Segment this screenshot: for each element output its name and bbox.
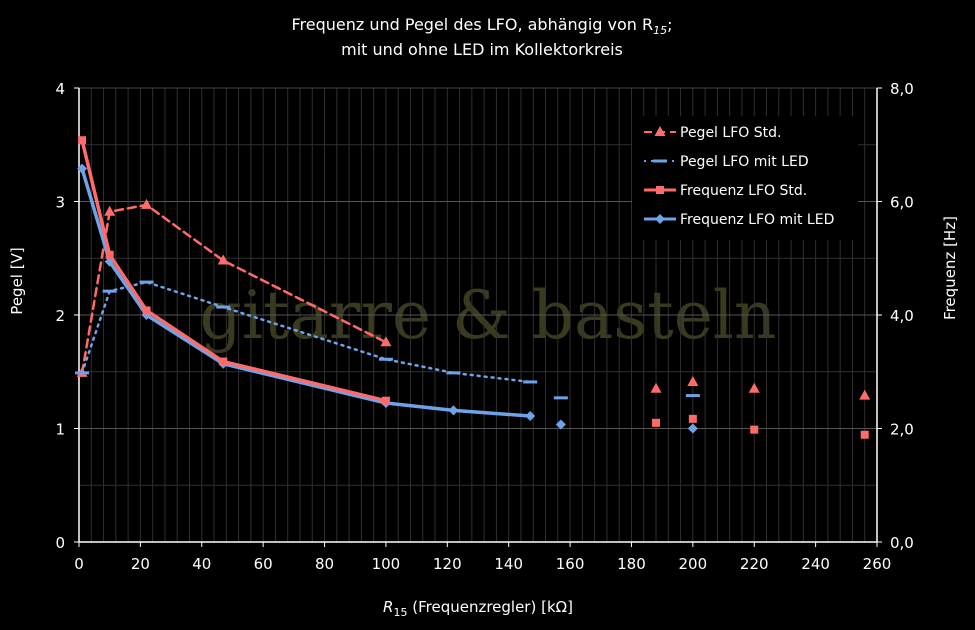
x-tick-label: 0	[74, 555, 84, 573]
x-tick-label: 260	[863, 555, 892, 573]
data-point	[523, 380, 538, 384]
x-tick-label: 200	[679, 555, 708, 573]
data-point	[378, 357, 393, 361]
y-axis-right-label: Frequenz [Hz]	[941, 216, 959, 320]
data-point	[141, 198, 153, 209]
data-point-extra	[688, 414, 697, 423]
chart-title-line1: Frequenz und Pegel des LFO, abhängig von…	[291, 15, 672, 37]
x-tick-label: 60	[254, 555, 273, 573]
data-point	[525, 411, 536, 422]
data-point-extra	[555, 419, 566, 430]
y-left-tick-label: 1	[55, 421, 65, 439]
x-tick-label: 220	[740, 555, 769, 573]
data-point-extra	[650, 382, 662, 393]
x-tick-label: 240	[801, 555, 830, 573]
data-point	[139, 280, 154, 284]
y-left-tick-label: 0	[55, 534, 65, 552]
legend: Pegel LFO Std. Pegel LFO mit LED Frequenz …	[632, 116, 858, 240]
legend-entry: Pegel LFO mit LED	[644, 154, 809, 170]
series-layer	[75, 136, 871, 439]
legend-marker	[653, 159, 667, 163]
legend-entry: Frequenz LFO mit LED	[644, 212, 834, 228]
y-right-tick-label: 8,0	[890, 80, 914, 98]
x-tick-label: 100	[372, 555, 401, 573]
data-point	[219, 357, 228, 366]
data-point	[102, 289, 117, 293]
chart-title-line2: mit und ohne LED im Kollektorkreis	[341, 40, 623, 59]
series-frequenz-lfo-std-	[78, 136, 869, 439]
data-point-extra	[687, 375, 699, 386]
data-point	[217, 254, 229, 265]
data-point-extra	[748, 382, 760, 393]
data-point	[380, 336, 392, 347]
axes: 0 20 40 60 80 100 120 140 160 180 200 220 240 260 0 1 2 3…	[55, 80, 913, 573]
y-right-tick-label: 4,0	[890, 307, 914, 325]
y-right-tick-label: 6,0	[890, 194, 914, 212]
series-pegel-lfo-mit-led	[75, 280, 700, 400]
y-right-tick-label: 2,0	[890, 421, 914, 439]
data-point-extra	[859, 389, 871, 400]
legend-label: Pegel LFO Std.	[680, 125, 781, 141]
y-left-tick-label: 2	[55, 307, 65, 325]
data-point-extra	[553, 396, 568, 400]
data-point	[77, 163, 88, 174]
x-tick-label: 40	[192, 555, 211, 573]
data-point	[448, 405, 459, 416]
data-point	[75, 371, 90, 375]
data-point-extra	[860, 430, 869, 439]
data-point	[105, 250, 114, 259]
legend-label: Frequenz LFO mit LED	[680, 212, 834, 228]
x-tick-label: 80	[315, 555, 334, 573]
x-tick-label: 20	[131, 555, 150, 573]
data-point	[381, 396, 390, 405]
data-point	[446, 371, 461, 375]
data-point	[142, 306, 151, 315]
data-point	[216, 305, 231, 309]
x-tick-label: 140	[494, 555, 523, 573]
legend-label: Pegel LFO mit LED	[680, 154, 809, 170]
chart-title-sub: 15	[653, 24, 667, 37]
y-left-tick-label: 4	[55, 80, 65, 98]
legend-marker	[655, 214, 665, 224]
data-point	[104, 205, 116, 216]
x-tick-label: 160	[556, 555, 585, 573]
y-right-tick-label: 0,0	[890, 534, 914, 552]
data-point-extra	[652, 418, 661, 427]
legend-entry: Frequenz LFO Std.	[644, 183, 807, 199]
x-tick-label: 120	[433, 555, 462, 573]
legend-label: Frequenz LFO Std.	[680, 183, 807, 199]
y-left-tick-label: 3	[55, 194, 65, 212]
legend-marker	[654, 126, 666, 136]
legend-entry: Pegel LFO Std.	[644, 125, 781, 141]
data-point-extra	[687, 423, 698, 434]
x-tick-label: 180	[617, 555, 646, 573]
data-point-extra	[685, 394, 700, 398]
data-point	[78, 136, 87, 145]
y-axis-left-label: Pegel [V]	[8, 247, 26, 314]
data-point-extra	[750, 425, 759, 434]
x-axis-label: R15 (Frequenzregler) [kΩ]	[383, 598, 573, 619]
legend-marker	[656, 186, 664, 194]
